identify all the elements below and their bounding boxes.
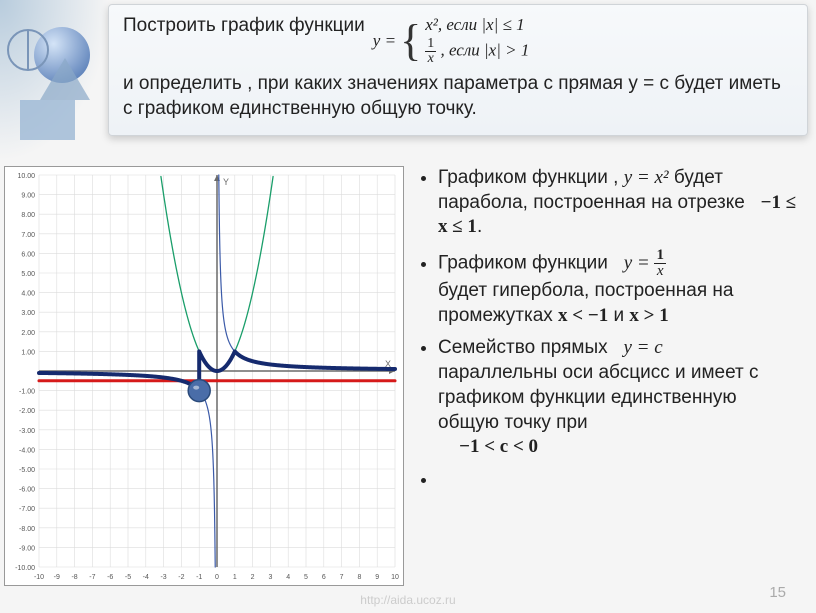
svg-text:10: 10: [391, 574, 399, 581]
bullet-empty: [438, 468, 800, 493]
svg-text:8.00: 8.00: [21, 212, 35, 219]
svg-text:-3.00: -3.00: [19, 428, 35, 435]
svg-text:Y: Y: [223, 177, 229, 187]
problem-header: Построить график функции y = { x², если …: [108, 4, 808, 136]
svg-text:2: 2: [251, 574, 255, 581]
svg-text:5.00: 5.00: [21, 271, 35, 278]
bullet-1: Графиком функции , y = x² будет парабола…: [438, 166, 800, 240]
svg-text:-1.00: -1.00: [19, 389, 35, 396]
svg-text:-6: -6: [107, 574, 113, 581]
svg-text:7: 7: [340, 574, 344, 581]
svg-text:-4.00: -4.00: [19, 447, 35, 454]
svg-text:-7: -7: [89, 574, 95, 581]
svg-text:4.00: 4.00: [21, 291, 35, 298]
svg-text:-4: -4: [143, 574, 149, 581]
solution-text: Графиком функции , y = x² будет парабола…: [414, 162, 816, 592]
header-line2: и определить , при каких значениях парам…: [123, 72, 793, 121]
svg-text:-5.00: -5.00: [19, 467, 35, 474]
svg-text:6: 6: [322, 574, 326, 581]
svg-text:0: 0: [215, 574, 219, 581]
svg-text:9.00: 9.00: [21, 193, 35, 200]
svg-text:-2: -2: [178, 574, 184, 581]
svg-text:6.00: 6.00: [21, 251, 35, 258]
bullet-3: Семейство прямых y = c параллельны оси а…: [438, 336, 800, 459]
svg-text:10.00: 10.00: [17, 173, 35, 180]
svg-text:8: 8: [357, 574, 361, 581]
bullet-2: Графиком функции y = 1x будет гипербола,…: [438, 248, 800, 328]
svg-text:4: 4: [286, 574, 290, 581]
function-chart: YX-10.00-9.00-8.00-7.00-6.00-5.00-4.00-3…: [4, 166, 404, 586]
piecewise-function: y = { x², если |x| ≤ 1 1x , если |x| > 1: [373, 15, 530, 66]
svg-text:3.00: 3.00: [21, 310, 35, 317]
svg-text:1.00: 1.00: [21, 349, 35, 356]
svg-text:-8.00: -8.00: [19, 526, 35, 533]
svg-text:-10: -10: [34, 574, 44, 581]
svg-text:-3: -3: [160, 574, 166, 581]
footer-url: http://aida.ucoz.ru: [360, 593, 455, 607]
svg-text:-5: -5: [125, 574, 131, 581]
page-number: 15: [769, 584, 786, 601]
svg-text:-1: -1: [196, 574, 202, 581]
svg-text:-9: -9: [54, 574, 60, 581]
svg-text:1: 1: [233, 574, 237, 581]
svg-text:-7.00: -7.00: [19, 506, 35, 513]
svg-text:3: 3: [268, 574, 272, 581]
corner-decoration: [0, 0, 110, 160]
svg-text:9: 9: [375, 574, 379, 581]
svg-text:-2.00: -2.00: [19, 408, 35, 415]
svg-text:-8: -8: [71, 574, 77, 581]
svg-text:7.00: 7.00: [21, 232, 35, 239]
svg-text:-9.00: -9.00: [19, 545, 35, 552]
svg-text:-6.00: -6.00: [19, 487, 35, 494]
svg-text:2.00: 2.00: [21, 330, 35, 337]
svg-text:5: 5: [304, 574, 308, 581]
svg-text:-10.00: -10.00: [15, 565, 35, 572]
header-line1-prefix: Построить график функции: [123, 15, 365, 37]
